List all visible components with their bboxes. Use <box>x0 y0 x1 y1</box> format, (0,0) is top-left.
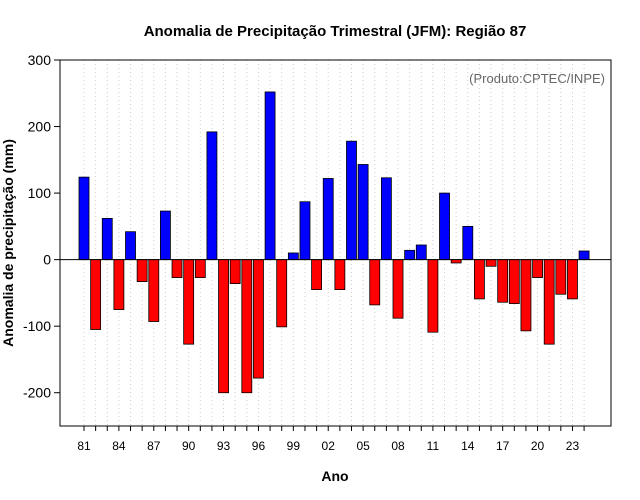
x-tick-label: 05 <box>356 439 370 453</box>
bar-1981 <box>78 176 90 261</box>
x-tick-label: 23 <box>566 439 580 453</box>
x-tick-label: 20 <box>531 439 545 453</box>
bar-2021 <box>543 259 555 345</box>
bar-1989 <box>171 259 183 279</box>
bar-1988 <box>160 210 171 261</box>
bar-2018 <box>508 259 520 304</box>
bar-2016 <box>485 259 497 267</box>
bar-1982 <box>90 259 102 330</box>
y-tick-label: 300 <box>28 52 52 68</box>
bar-1995 <box>241 259 253 394</box>
y-axis: -200 -100 0 100 200 300 <box>23 52 60 401</box>
bar-1983 <box>101 217 113 261</box>
y-tick-label: 0 <box>43 252 51 268</box>
bar-2010 <box>415 244 427 261</box>
bar-1996 <box>253 259 264 379</box>
y-tick-label: 100 <box>28 185 52 201</box>
y-tick-label: 200 <box>28 119 52 135</box>
bar-2022 <box>555 259 567 295</box>
x-tick-label: 93 <box>217 439 231 453</box>
bar-2012 <box>439 192 450 261</box>
y-tick-label: -200 <box>23 385 51 401</box>
bar-2011 <box>427 259 439 333</box>
bar-1990 <box>183 259 195 345</box>
y-tick-label: -100 <box>23 318 51 334</box>
chart-title: Anomalia de Precipitação Trimestral (JFM… <box>144 23 527 40</box>
x-tick-label: 99 <box>287 439 301 453</box>
x-tick-label: 81 <box>77 439 91 453</box>
bar-1997 <box>264 91 276 261</box>
bar-2024 <box>578 250 590 261</box>
x-axis-label: Ano <box>321 468 348 484</box>
bar-1985 <box>125 231 136 261</box>
bar-2005 <box>357 164 369 261</box>
bar-2023 <box>567 259 578 300</box>
bar-2002 <box>322 178 334 261</box>
x-tick-label: 17 <box>496 439 510 453</box>
bar-2019 <box>520 259 532 332</box>
grid-lines <box>83 60 585 426</box>
bar-1984 <box>113 259 125 310</box>
x-axis: 81 84 87 90 93 96 99 02 05 08 11 14 17 20 23 <box>77 426 585 453</box>
x-tick-label: 84 <box>112 439 126 453</box>
bar-1992 <box>206 131 218 261</box>
bar-1987 <box>148 259 160 322</box>
x-tick-label: 96 <box>252 439 266 453</box>
bar-2014 <box>462 225 474 261</box>
bar-1994 <box>229 259 241 284</box>
x-tick-label: 11 <box>427 439 440 453</box>
bar-2004 <box>346 140 357 261</box>
bar-2000 <box>299 201 311 261</box>
bar-2020 <box>532 259 543 279</box>
y-axis-label: Anomalia de precipitação (mm) <box>0 139 16 347</box>
bar-2015 <box>474 259 485 300</box>
x-tick-label: 08 <box>391 439 405 453</box>
bar-1986 <box>136 259 148 282</box>
bar-2006 <box>369 259 381 306</box>
x-tick-label: 02 <box>322 439 336 453</box>
bar-1993 <box>218 259 229 394</box>
bar-2001 <box>311 259 323 290</box>
bar-2003 <box>334 259 346 290</box>
bars-group <box>78 91 590 394</box>
bar-2009 <box>404 249 416 261</box>
bar-2017 <box>497 259 509 303</box>
x-tick-label: 87 <box>147 439 161 453</box>
x-tick-label: 90 <box>182 439 196 453</box>
x-tick-label: 14 <box>461 439 475 453</box>
bar-2007 <box>380 177 392 261</box>
bar-1999 <box>287 252 299 261</box>
bar-1998 <box>276 259 288 328</box>
credit-label: (Produto:CPTEC/INPE) <box>469 71 605 86</box>
bar-1991 <box>194 259 206 279</box>
bar-2008 <box>392 259 404 319</box>
plot-frame <box>59 59 612 427</box>
